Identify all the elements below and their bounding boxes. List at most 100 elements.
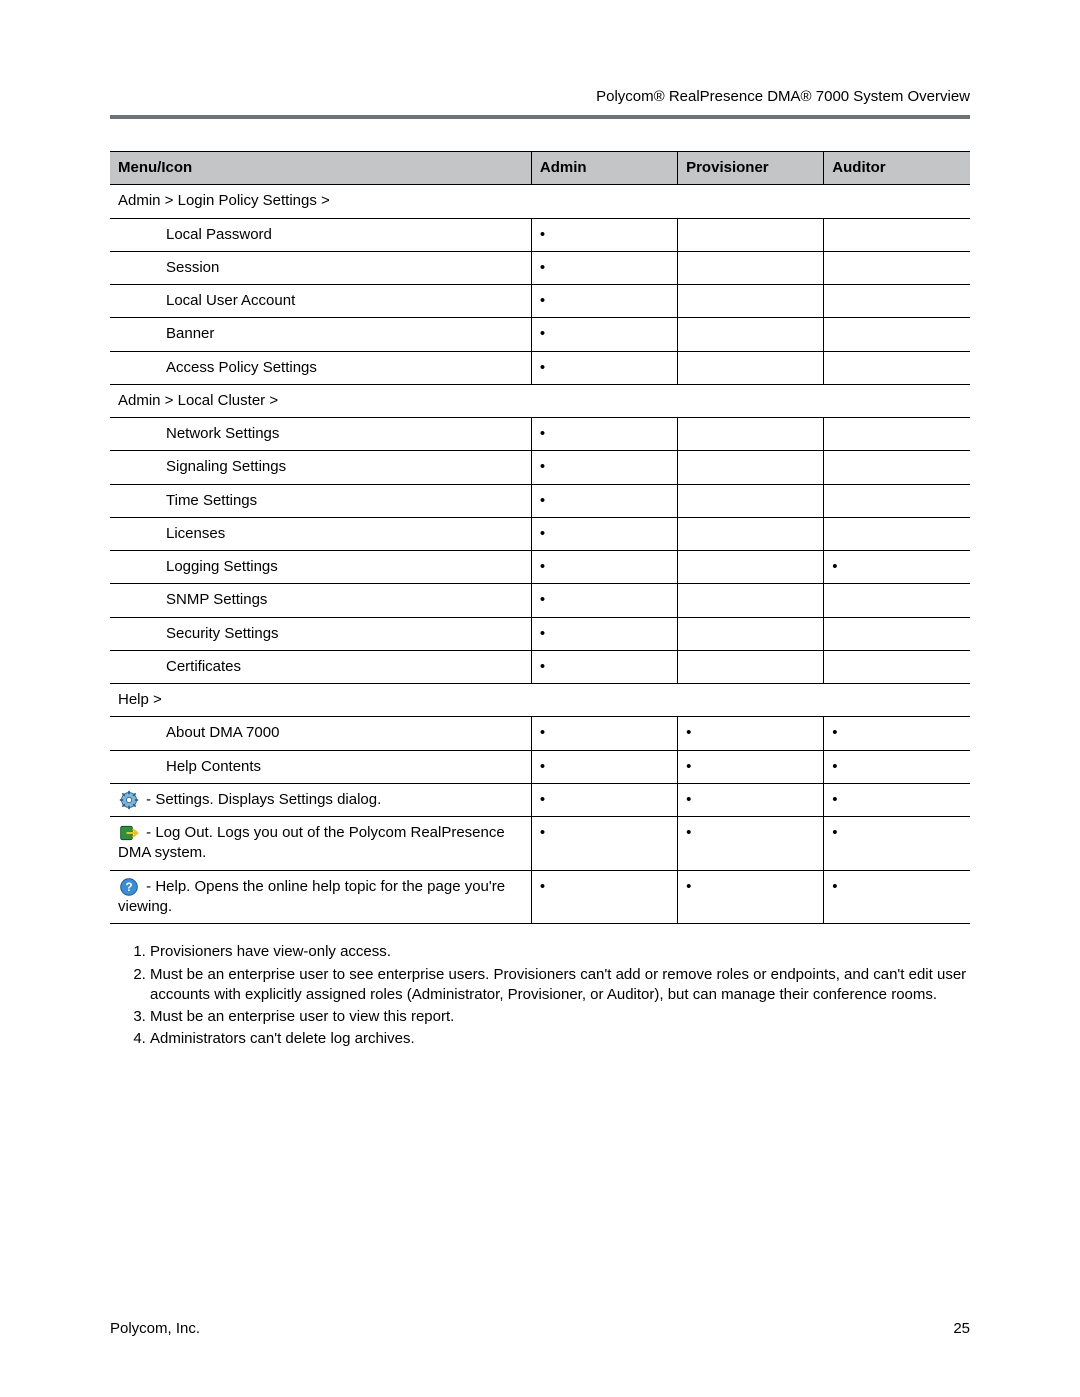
table-row: Local User Account• [110,285,970,318]
section-label: Admin > Local Cluster > [110,384,970,417]
menu-label: - Log Out. Logs you out of the Polycom R… [118,824,505,861]
table-row: About DMA 7000••• [110,717,970,750]
table-row: SNMP Settings• [110,584,970,617]
menu-cell: Local User Account [110,285,531,318]
admin-cell: • [531,617,677,650]
auditor-cell [824,484,970,517]
table-row: Access Policy Settings• [110,351,970,384]
footnote-item: Provisioners have view-only access. [150,942,970,962]
auditor-cell: • [824,817,970,871]
table-row: Licenses• [110,517,970,550]
col-header-menu: Menu/Icon [110,152,531,185]
menu-cell: Certificates [110,650,531,683]
admin-cell: • [531,418,677,451]
table-row: Banner• [110,318,970,351]
admin-cell: • [531,870,677,924]
table-row: ? - Help. Opens the online help topic fo… [110,870,970,924]
provisioner-cell [678,584,824,617]
menu-cell: Security Settings [110,617,531,650]
footnote-item: Must be an enterprise user to see enterp… [150,965,970,1006]
help-icon: ? [118,877,140,897]
admin-cell: • [531,817,677,871]
provisioner-cell: • [678,870,824,924]
auditor-cell: • [824,870,970,924]
menu-cell: - Settings. Displays Settings dialog. [110,783,531,816]
auditor-cell [824,418,970,451]
provisioner-cell: • [678,783,824,816]
auditor-cell [824,318,970,351]
auditor-cell [824,251,970,284]
admin-cell: • [531,251,677,284]
table-row: Certificates• [110,650,970,683]
provisioner-cell [678,218,824,251]
page-footer: Polycom, Inc. 25 [110,1320,970,1337]
provisioner-cell [678,517,824,550]
menu-cell: Network Settings [110,418,531,451]
menu-cell: Logging Settings [110,551,531,584]
provisioner-cell [678,451,824,484]
menu-label: - Help. Opens the online help topic for … [118,878,505,915]
col-header-admin: Admin [531,152,677,185]
table-row: Admin > Login Policy Settings > [110,185,970,218]
admin-cell: • [531,551,677,584]
auditor-cell [824,617,970,650]
auditor-cell [824,218,970,251]
auditor-cell: • [824,783,970,816]
admin-cell: • [531,650,677,683]
table-row: Security Settings• [110,617,970,650]
auditor-cell [824,351,970,384]
table-row: Help > [110,684,970,717]
provisioner-cell: • [678,717,824,750]
auditor-cell: • [824,717,970,750]
provisioner-cell [678,650,824,683]
section-label: Help > [110,684,970,717]
menu-cell: - Log Out. Logs you out of the Polycom R… [110,817,531,871]
svg-text:?: ? [125,881,132,894]
logout-icon [118,823,140,843]
provisioner-cell: • [678,750,824,783]
menu-cell: Local Password [110,218,531,251]
footnote-item: Administrators can't delete log archives… [150,1029,970,1049]
section-label: Admin > Login Policy Settings > [110,185,970,218]
menu-cell: SNMP Settings [110,584,531,617]
menu-cell: Session [110,251,531,284]
provisioner-cell: • [678,817,824,871]
admin-cell: • [531,351,677,384]
auditor-cell [824,285,970,318]
menu-cell: ? - Help. Opens the online help topic fo… [110,870,531,924]
footnote-item: Must be an enterprise user to view this … [150,1007,970,1027]
col-header-auditor: Auditor [824,152,970,185]
auditor-cell: • [824,750,970,783]
provisioner-cell [678,351,824,384]
auditor-cell [824,451,970,484]
menu-cell: Licenses [110,517,531,550]
admin-cell: • [531,318,677,351]
provisioner-cell [678,285,824,318]
table-header-row: Menu/Icon Admin Provisioner Auditor [110,152,970,185]
provisioner-cell [678,251,824,284]
admin-cell: • [531,717,677,750]
auditor-cell [824,584,970,617]
admin-cell: • [531,517,677,550]
menu-cell: Time Settings [110,484,531,517]
provisioner-cell [678,484,824,517]
table-row: - Log Out. Logs you out of the Polycom R… [110,817,970,871]
auditor-cell [824,517,970,550]
footer-company: Polycom, Inc. [110,1320,200,1337]
admin-cell: • [531,484,677,517]
provisioner-cell [678,318,824,351]
auditor-cell [824,650,970,683]
admin-cell: • [531,451,677,484]
table-row: Signaling Settings• [110,451,970,484]
permissions-table: Menu/Icon Admin Provisioner Auditor Admi… [110,151,970,924]
document-page: Polycom® RealPresence DMA® 7000 System O… [0,0,1080,1397]
table-row: Help Contents••• [110,750,970,783]
menu-cell: Banner [110,318,531,351]
footnotes-list: Provisioners have view-only access. Must … [110,942,970,1049]
table-row: Local Password• [110,218,970,251]
header-rule [110,115,970,119]
settings-icon [118,790,140,810]
menu-cell: About DMA 7000 [110,717,531,750]
table-row: Logging Settings•• [110,551,970,584]
admin-cell: • [531,584,677,617]
